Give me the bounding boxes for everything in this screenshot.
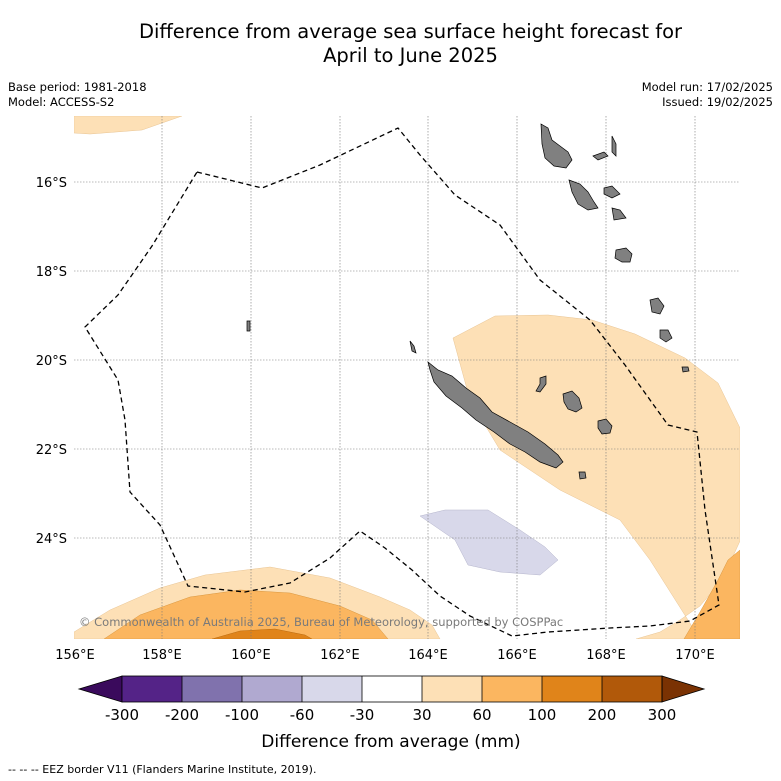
anomaly-30-60-east: [452, 314, 740, 639]
colorbar-bin-2: [182, 676, 242, 702]
x-tick-164e: 164°E: [408, 648, 448, 663]
meta-right: Model run: 17/02/2025 Issued: 19/02/2025: [642, 80, 773, 110]
loyalty-mare: [597, 418, 613, 435]
colorbar-bin-8: [542, 676, 602, 702]
vanuatu-espiritu-santo: [540, 123, 573, 169]
anomaly-neg30-neg60: [419, 509, 559, 576]
issued-date: Issued: 19/02/2025: [662, 95, 773, 109]
colorbar-bin-1: [122, 676, 182, 702]
y-tick-labels: 16°S 18°S 20°S 22°S 24°S: [36, 176, 67, 547]
cb-tick-100: 100: [528, 706, 557, 724]
loyalty-lifou: [562, 390, 583, 413]
y-tick-20s: 20°S: [36, 354, 67, 369]
anomaly-60-100-southeast: [683, 549, 740, 639]
cb-tick-30: 30: [412, 706, 431, 724]
colorbar-bin-6: [422, 676, 482, 702]
copyright-text: © Commonwealth of Australia 2025, Bureau…: [79, 615, 563, 629]
title-line-1: Difference from average sea surface heig…: [138, 20, 683, 43]
colorbar: -300 -200 -100 -60 -30 30 60 100 200 300…: [77, 675, 706, 752]
y-tick-22s: 22°S: [36, 443, 67, 458]
new-caledonia-island: [427, 361, 564, 469]
x-tick-170e: 170°E: [675, 648, 715, 663]
model-name: Model: ACCESS-S2: [8, 95, 115, 109]
vanuatu-malekula: [568, 179, 599, 211]
vanuatu-aneityum: [659, 329, 673, 343]
vanuatu-tanna: [649, 297, 665, 315]
x-tick-156e: 156°E: [55, 648, 95, 663]
base-period: Base period: 1981-2018: [8, 80, 147, 94]
colorbar-bin-3: [242, 676, 302, 702]
vanuatu-maewo: [611, 135, 617, 157]
vanuatu-erromango: [614, 247, 633, 263]
vanuatu-efate: [611, 207, 627, 221]
anomaly-30-60-northwest: [74, 116, 183, 135]
colorbar-label: Difference from average (mm): [261, 732, 520, 752]
x-tick-162e: 162°E: [320, 648, 360, 663]
cb-tick-60: 60: [472, 706, 491, 724]
colorbar-bin-5: [362, 676, 422, 702]
map-area: [74, 116, 740, 639]
colorbar-extend-low: [77, 675, 123, 703]
vanuatu-pentecost: [603, 185, 621, 199]
cb-tick-300: 300: [648, 706, 677, 724]
cb-tick-neg200: -200: [165, 706, 199, 724]
loyalty-ouvea: [535, 375, 547, 393]
cb-tick-neg60: -60: [290, 706, 315, 724]
colorbar-extend-high: [661, 675, 706, 703]
colorbar-bin-7: [482, 676, 542, 702]
islet-belep: [409, 340, 417, 354]
cb-tick-neg30: -30: [350, 706, 375, 724]
y-tick-16s: 16°S: [36, 176, 67, 191]
y-tick-24s: 24°S: [36, 532, 67, 547]
x-tick-labels: 156°E 158°E 160°E 162°E 164°E 166°E 168°…: [55, 648, 715, 663]
eez-border: [84, 127, 720, 637]
x-tick-168e: 168°E: [586, 648, 626, 663]
x-tick-160e: 160°E: [231, 648, 271, 663]
model-run: Model run: 17/02/2025: [641, 80, 773, 94]
islet-west-1: [246, 320, 251, 332]
land: [246, 123, 690, 480]
gridlines: [74, 116, 740, 639]
map-title: Difference from average sea surface heig…: [0, 20, 781, 68]
meta-left: Base period: 1981-2018 Model: ACCESS-S2: [8, 80, 147, 110]
colorbar-bin-4: [302, 676, 362, 702]
colorbar-tick-labels: -300 -200 -100 -60 -30 30 60 100 200 300: [105, 706, 676, 724]
x-tick-166e: 166°E: [497, 648, 537, 663]
title-line-2: April to June 2025: [323, 44, 498, 67]
cb-tick-neg100: -100: [225, 706, 259, 724]
y-tick-18s: 18°S: [36, 265, 67, 280]
islet-isle-of-pines: [578, 471, 587, 480]
x-tick-158e: 158°E: [142, 648, 182, 663]
anomaly-100-200-south: [211, 628, 313, 639]
vanuatu-ambae: [592, 151, 609, 161]
cb-tick-neg300: -300: [105, 706, 139, 724]
anomaly-60-100-south: [103, 589, 389, 639]
islet-east-1: [681, 366, 690, 373]
colorbar-bin-9: [602, 676, 662, 702]
eez-footer-note: -- -- -- EEZ border V11 (Flanders Marine…: [8, 763, 317, 776]
cb-tick-200: 200: [588, 706, 617, 724]
